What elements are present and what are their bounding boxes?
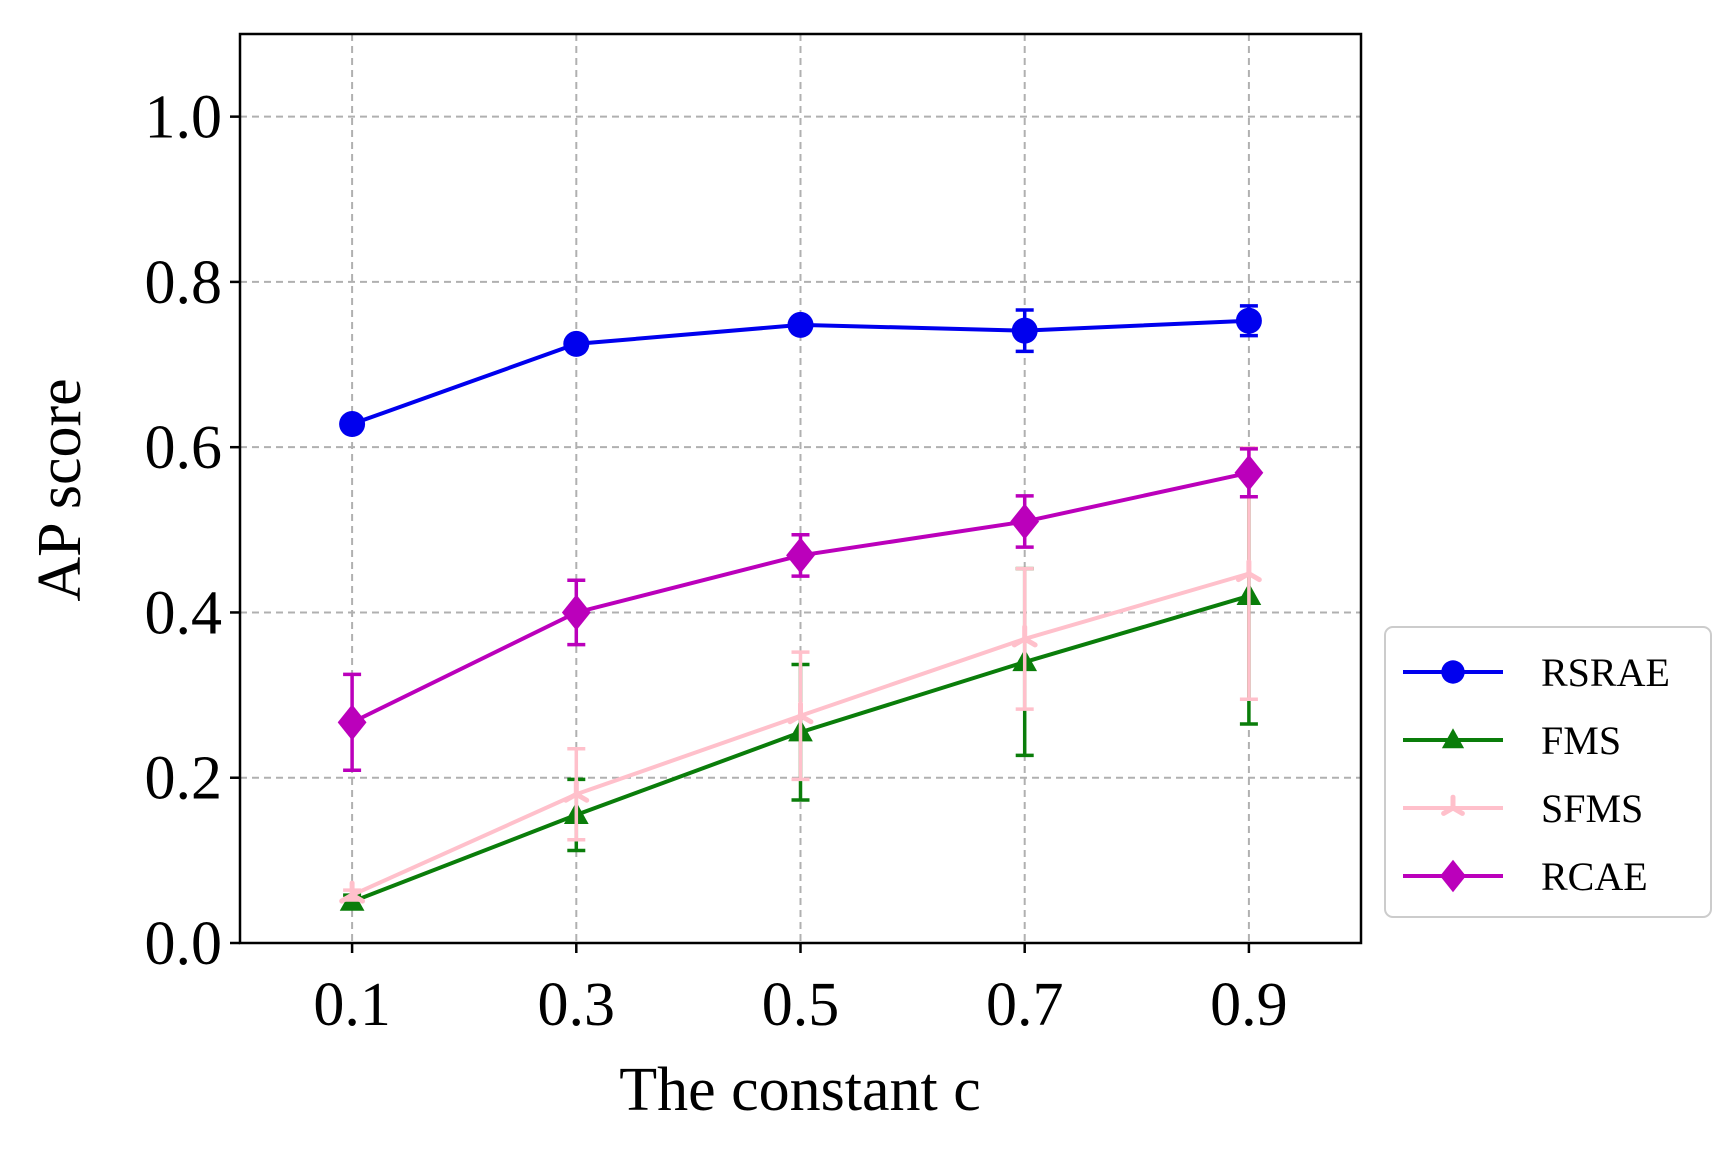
- x-axis-title: The constant c: [619, 1056, 981, 1124]
- data-point: [563, 330, 590, 357]
- x-tick-label: 0.3: [538, 971, 616, 1039]
- data-point: [337, 704, 367, 741]
- series-rsrae: [339, 304, 1262, 438]
- series-sfms: [339, 446, 1262, 904]
- data-point: [787, 311, 814, 338]
- data-point: [563, 779, 590, 803]
- y-axis-title: AP score: [26, 378, 94, 601]
- legend-marker: [1440, 859, 1466, 893]
- legend-label: RSRAE: [1541, 650, 1670, 695]
- y-tick-label: 0.4: [145, 579, 223, 647]
- y-tick-label: 0.6: [145, 414, 223, 482]
- y-tick-label: 1.0: [145, 84, 223, 152]
- legend-item-fms: FMS: [1403, 718, 1621, 763]
- y-tick-label: 0.8: [145, 249, 223, 317]
- data-point: [1011, 624, 1038, 648]
- data-point: [339, 411, 366, 438]
- legend-item-sfms: SFMS: [1403, 786, 1643, 831]
- legend-item-rcae: RCAE: [1403, 854, 1648, 899]
- legend-marker: [1441, 660, 1465, 684]
- series-rcae: [337, 447, 1264, 773]
- legend-label: RCAE: [1541, 854, 1648, 899]
- data-point-arm: [787, 713, 803, 725]
- data-point: [1234, 454, 1264, 491]
- data-point: [1235, 307, 1262, 334]
- x-tick-label: 0.7: [986, 971, 1064, 1039]
- grid-lines: [240, 34, 1361, 943]
- axis-ticks: 0.1 0.3 0.5 0.7 0.9 0.0 0.2 0.4 0.6 0.8 1.0: [145, 84, 1288, 1039]
- legend-marker: [1441, 728, 1465, 749]
- data-point-arm: [1235, 571, 1252, 583]
- legend-marker-arm: [1441, 805, 1456, 816]
- legend-frame: [1384, 626, 1712, 918]
- data-point: [1235, 559, 1262, 583]
- legend-item-rsrae: RSRAE: [1403, 650, 1670, 695]
- legend-label: SFMS: [1541, 786, 1643, 831]
- data-point: [786, 537, 815, 574]
- data-point: [561, 594, 591, 631]
- data-point-arm: [339, 892, 355, 904]
- x-tick-label: 0.9: [1210, 971, 1288, 1039]
- series-layer: [337, 304, 1264, 911]
- data-point-arm: [563, 791, 579, 803]
- data-point-arm: [1011, 636, 1028, 648]
- legend-label: FMS: [1541, 718, 1621, 763]
- x-tick-label: 0.1: [313, 971, 391, 1039]
- data-point: [1011, 317, 1038, 344]
- data-point: [339, 880, 366, 904]
- y-tick-label: 0.2: [145, 745, 223, 813]
- legend-marker: [1441, 794, 1465, 816]
- y-tick-label: 0.0: [145, 910, 223, 978]
- data-point: [1010, 503, 1040, 540]
- x-tick-label: 0.5: [762, 971, 840, 1039]
- data-point: [787, 701, 814, 725]
- legend: RSRAE FMS SFMS RCAE: [1384, 626, 1712, 918]
